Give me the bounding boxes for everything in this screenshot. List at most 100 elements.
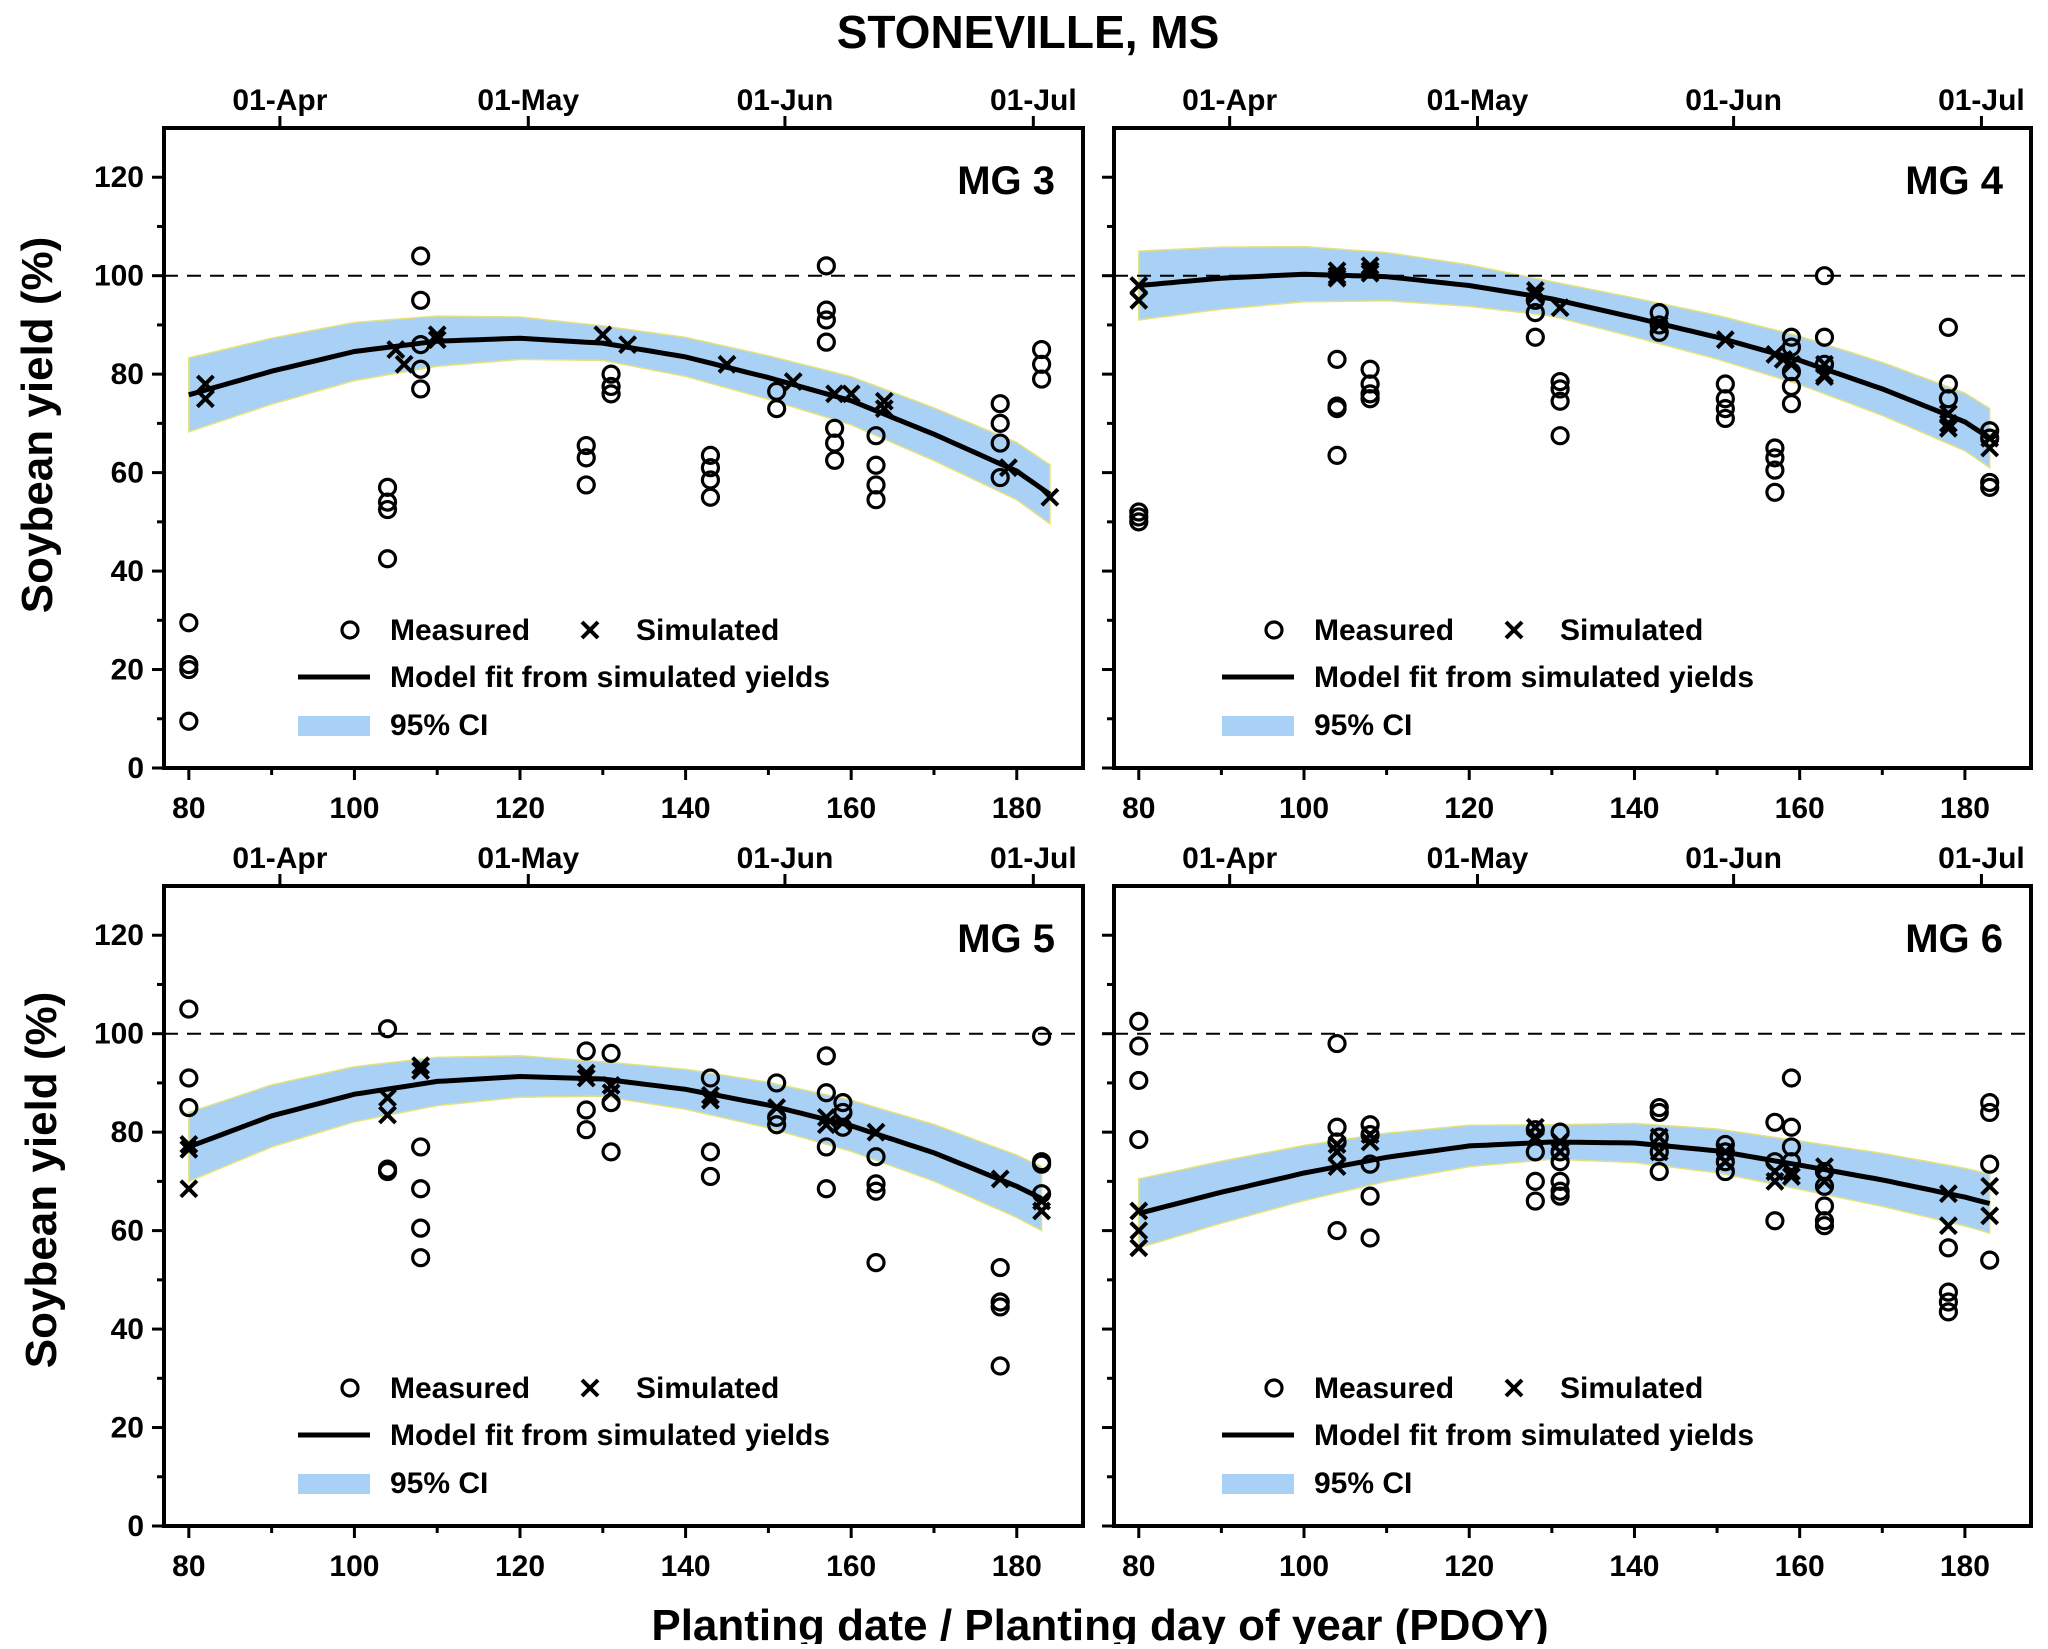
measured-point bbox=[377, 1019, 398, 1039]
measured-point bbox=[990, 433, 1010, 453]
simulated-point-stroke bbox=[1815, 1171, 1834, 1191]
y-tick-label: 60 bbox=[111, 457, 144, 490]
simulated-point-stroke bbox=[990, 1169, 1010, 1189]
simulated-point-stroke bbox=[701, 1085, 720, 1105]
y-tick-label: 0 bbox=[127, 1510, 144, 1543]
measured-point bbox=[1032, 1026, 1052, 1046]
ci-band bbox=[1138, 245, 1991, 470]
legend-ci-label: 95% CI bbox=[1314, 709, 1412, 742]
simulated-point-stroke bbox=[1715, 1152, 1735, 1172]
measured-point bbox=[179, 999, 199, 1019]
measured-point bbox=[576, 475, 596, 495]
measured-point bbox=[1525, 1191, 1545, 1211]
panel-label: MG 3 bbox=[957, 159, 1055, 203]
measured-point bbox=[1550, 426, 1570, 446]
measured-point bbox=[1327, 399, 1347, 419]
x-tick-label: 80 bbox=[172, 1550, 205, 1583]
measured-point bbox=[1765, 448, 1785, 468]
measured-point bbox=[767, 1115, 787, 1135]
simulated-point-stroke bbox=[1129, 1238, 1149, 1258]
simulated-point-stroke bbox=[1129, 1201, 1149, 1221]
legend-measured-label: Measured bbox=[1314, 1372, 1454, 1405]
panel-mg-6: 80 100 120 140 160 180 01-Apr 01-May 01-Jun 01-Ju… bbox=[1102, 842, 2033, 1583]
simulated-point-stroke bbox=[1360, 1132, 1380, 1152]
measured-point bbox=[1360, 389, 1380, 409]
measured-point bbox=[1765, 1112, 1785, 1132]
simulated-point-stroke bbox=[576, 1068, 596, 1088]
simulated-point-stroke bbox=[1327, 1135, 1347, 1154]
simulated-point-stroke bbox=[1550, 298, 1570, 318]
measured-point bbox=[1765, 460, 1785, 480]
measured-point bbox=[377, 1161, 398, 1182]
y-tick-label: 60 bbox=[111, 1215, 144, 1248]
simulated-point-stroke bbox=[1129, 276, 1149, 295]
measured-point bbox=[411, 246, 431, 266]
measured-point bbox=[700, 1142, 721, 1162]
measured-point bbox=[601, 376, 621, 397]
measured-point bbox=[1715, 389, 1735, 409]
measured-point bbox=[990, 1257, 1010, 1278]
measured-point bbox=[825, 450, 845, 470]
legend-simulated-label: Simulated bbox=[1560, 1372, 1703, 1405]
simulated-point-stroke bbox=[411, 1061, 431, 1081]
measured-point bbox=[1938, 1238, 1958, 1258]
simulated-point-stroke bbox=[179, 1139, 199, 1159]
measured-point bbox=[1980, 477, 2000, 497]
simulated-point-stroke bbox=[601, 1083, 621, 1103]
x-tick-label: 180 bbox=[992, 1550, 1042, 1583]
measured-point bbox=[767, 399, 787, 419]
measured-point bbox=[990, 1297, 1010, 1317]
date-tick-label: 01-Jul bbox=[990, 84, 1077, 117]
simulated-point-stroke bbox=[841, 384, 861, 404]
measured-point bbox=[866, 1253, 886, 1273]
x-tick-label: 180 bbox=[1940, 1550, 1990, 1583]
date-tick-label: 01-Jul bbox=[990, 842, 1077, 875]
legend-ci-label: 95% CI bbox=[390, 709, 488, 742]
simulated-point-stroke bbox=[618, 335, 638, 355]
panel-mg-5: 80 100 120 140 160 180 01-Apr 01-May 01-Jun 01-Ju… bbox=[94, 842, 1085, 1583]
simulated-point-stroke bbox=[816, 1107, 836, 1127]
x-tick-label: 140 bbox=[1609, 1550, 1659, 1583]
y-axis-label-bottom: Soybean yield (%) bbox=[17, 992, 66, 1369]
simulated-point-stroke bbox=[1040, 487, 1060, 507]
measured-point bbox=[1715, 399, 1735, 419]
legend-ci-icon bbox=[298, 716, 370, 736]
x-tick-label: 100 bbox=[329, 792, 379, 825]
measured-point bbox=[1032, 369, 1052, 389]
measured-point bbox=[1814, 327, 1835, 347]
measured-point bbox=[990, 1356, 1010, 1376]
measured-point bbox=[1938, 1292, 1958, 1312]
simulated-point-stroke bbox=[767, 1098, 787, 1117]
date-tick-label: 01-Apr bbox=[1182, 84, 1277, 117]
model-fit-line bbox=[188, 335, 1052, 497]
measured-point bbox=[866, 1181, 886, 1201]
simulated-point-stroke bbox=[816, 1115, 836, 1135]
simulated-point-stroke bbox=[1129, 1221, 1149, 1241]
date-tick-label: 01-Jun bbox=[1685, 842, 1782, 875]
legend-fit-label: Model fit from simulated yields bbox=[1314, 661, 1754, 694]
measured-point bbox=[1649, 1142, 1669, 1162]
measured-point bbox=[1781, 1068, 1802, 1088]
x-tick-label: 120 bbox=[495, 792, 545, 825]
simulated-point-stroke bbox=[427, 330, 447, 350]
measured-point bbox=[816, 1083, 836, 1103]
simulated-point-stroke bbox=[1525, 1127, 1545, 1147]
measured-point bbox=[1814, 1176, 1835, 1196]
measured-point bbox=[1525, 327, 1545, 347]
panel-label: MG 6 bbox=[1905, 917, 2003, 961]
measured-point bbox=[1938, 1302, 1958, 1322]
measured-point bbox=[990, 413, 1010, 433]
measured-point bbox=[1980, 1093, 2000, 1113]
simulated-point-stroke bbox=[1815, 1157, 1834, 1177]
simulated-point-stroke bbox=[701, 1090, 720, 1110]
measured-point bbox=[1781, 1117, 1802, 1137]
measured-point bbox=[1938, 1282, 1958, 1302]
measured-point bbox=[700, 487, 721, 507]
measured-point bbox=[1360, 1228, 1380, 1248]
x-tick-label: 120 bbox=[495, 1550, 545, 1583]
measured-point bbox=[411, 1218, 431, 1238]
simulated-point-stroke bbox=[195, 389, 215, 409]
date-tick-label: 01-Apr bbox=[232, 842, 327, 875]
simulated-point-stroke bbox=[1782, 1162, 1801, 1181]
measured-point bbox=[1129, 1070, 1149, 1091]
